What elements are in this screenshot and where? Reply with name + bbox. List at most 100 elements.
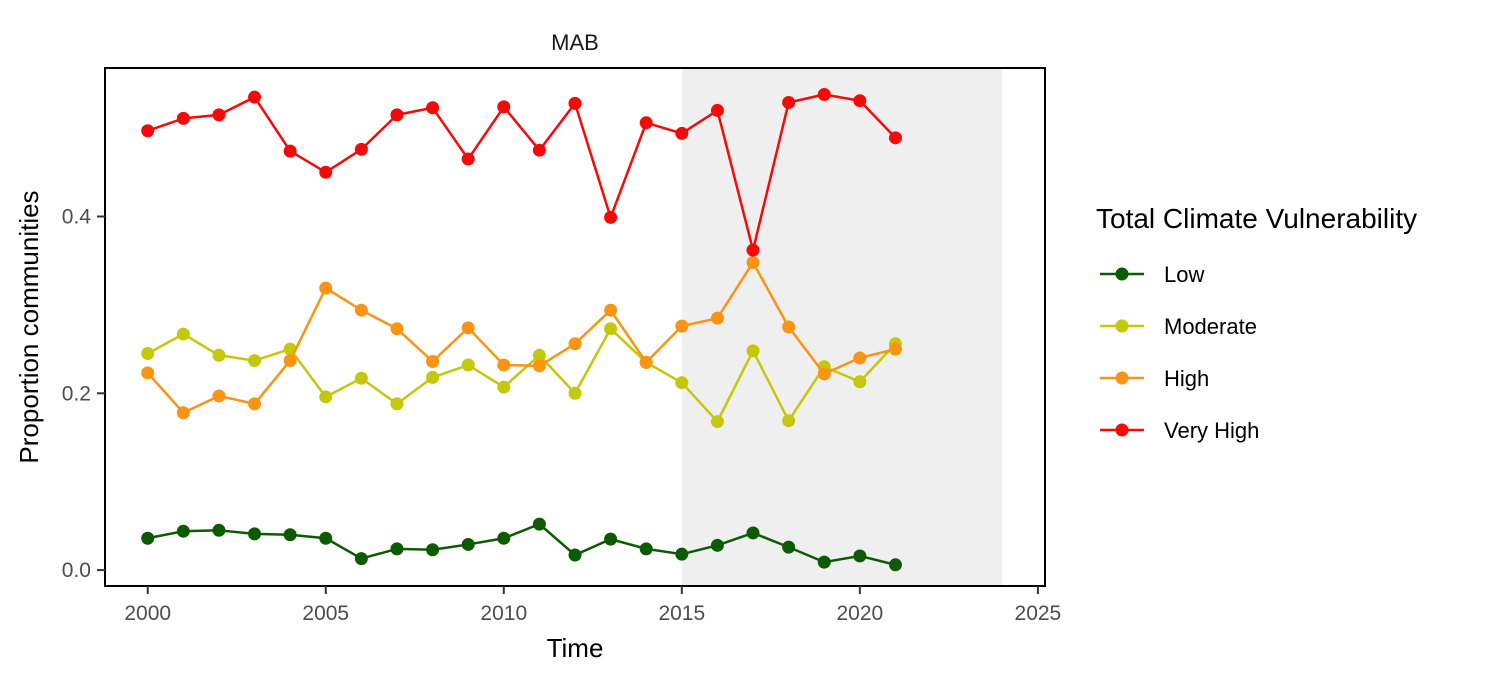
legend-item-very-high: Very High — [1100, 418, 1259, 443]
data-point-high — [283, 354, 297, 368]
data-point-low — [675, 547, 689, 561]
data-point-moderate — [390, 397, 404, 411]
data-point-very-high — [426, 101, 440, 115]
y-tick-label: 0.0 — [62, 559, 91, 582]
data-point-low — [176, 524, 190, 538]
data-point-low — [782, 540, 796, 554]
data-point-very-high — [710, 103, 724, 117]
legend-items: Low Moderate High Very High — [1100, 262, 1259, 443]
data-point-moderate — [782, 414, 796, 428]
data-point-low — [212, 523, 226, 537]
data-point-very-high — [675, 126, 689, 140]
legend-item-low: Low — [1100, 262, 1204, 287]
data-point-very-high — [319, 165, 333, 179]
data-point-high — [319, 281, 333, 295]
plot-panel-border — [104, 67, 1046, 587]
data-point-low — [390, 542, 404, 556]
series-line-moderate — [147, 327, 897, 423]
data-point-high — [746, 255, 760, 269]
data-point-high — [568, 337, 582, 351]
data-point-high — [604, 303, 618, 317]
data-point-very-high — [497, 100, 511, 114]
data-point-very-high — [283, 144, 297, 158]
legend-key-point — [1115, 423, 1129, 437]
series-high — [141, 255, 902, 420]
data-point-moderate — [853, 375, 867, 389]
x-tick-label: 2010 — [480, 602, 527, 625]
y-tick-label: 0.2 — [62, 382, 91, 405]
data-point-moderate — [710, 415, 724, 429]
data-point-moderate — [354, 371, 368, 385]
data-point-low — [532, 517, 546, 531]
data-point-high — [497, 358, 511, 372]
data-point-low — [888, 558, 902, 572]
legend-key-point — [1115, 267, 1129, 281]
data-point-low — [710, 538, 724, 552]
series-low — [141, 517, 902, 572]
x-tick-label: 2025 — [1015, 602, 1062, 625]
data-point-moderate — [746, 344, 760, 358]
legend-title: Total Climate Vulnerability — [1096, 203, 1417, 234]
data-point-moderate — [568, 386, 582, 400]
data-point-moderate — [141, 347, 155, 361]
data-point-moderate — [248, 354, 262, 368]
data-point-very-high — [817, 88, 831, 102]
legend-label: Moderate — [1164, 314, 1257, 339]
data-point-moderate — [461, 358, 475, 372]
data-point-very-high — [568, 96, 582, 110]
data-point-low — [354, 552, 368, 566]
data-point-moderate — [604, 322, 618, 336]
x-tick-label: 2020 — [836, 602, 883, 625]
data-point-high — [532, 359, 546, 373]
data-point-high — [390, 322, 404, 336]
data-point-very-high — [639, 116, 653, 130]
data-point-low — [639, 542, 653, 556]
series-very-high — [141, 88, 902, 257]
data-point-very-high — [782, 95, 796, 109]
series-line-high — [146, 261, 896, 414]
legend-label: High — [1164, 366, 1209, 391]
data-point-low — [746, 526, 760, 540]
data-point-moderate — [675, 376, 689, 390]
projection-shade-layer — [681, 69, 1003, 585]
data-point-high — [710, 311, 724, 325]
projection-shaded-region — [681, 69, 1003, 585]
data-point-moderate — [532, 348, 546, 362]
legend-label: Very High — [1164, 418, 1259, 443]
data-point-very-high — [604, 210, 618, 224]
legend-item-high: High — [1100, 366, 1209, 391]
legend-item-moderate: Moderate — [1100, 314, 1257, 339]
data-point-low — [426, 543, 440, 557]
data-point-low — [817, 555, 831, 569]
data-point-very-high — [141, 124, 155, 138]
data-point-low — [568, 548, 582, 562]
data-point-very-high — [390, 108, 404, 122]
data-point-high — [675, 319, 689, 333]
legend-key-point — [1115, 319, 1129, 333]
data-point-low — [497, 531, 511, 545]
data-point-moderate — [176, 327, 190, 341]
data-point-high — [639, 355, 653, 369]
data-point-high — [176, 406, 190, 420]
data-point-low — [319, 531, 333, 545]
data-point-high — [461, 321, 475, 335]
legend-key-point — [1115, 371, 1129, 385]
x-axis-title: Time — [547, 633, 604, 663]
data-point-high — [853, 351, 867, 365]
data-point-high — [888, 342, 902, 356]
data-point-moderate — [497, 380, 511, 394]
data-point-low — [461, 537, 475, 551]
data-point-low — [853, 549, 867, 563]
x-tick-label: 2015 — [658, 602, 705, 625]
data-point-very-high — [853, 94, 867, 108]
legend: Total Climate Vulnerability Low Moderate H… — [1096, 203, 1417, 443]
data-point-very-high — [354, 142, 368, 156]
data-point-high — [782, 320, 796, 334]
data-point-low — [248, 527, 262, 541]
data-point-high — [248, 397, 262, 411]
data-point-moderate — [319, 390, 333, 404]
data-point-high — [212, 389, 226, 403]
series-line-very-high — [147, 93, 897, 252]
data-point-very-high — [532, 143, 546, 157]
